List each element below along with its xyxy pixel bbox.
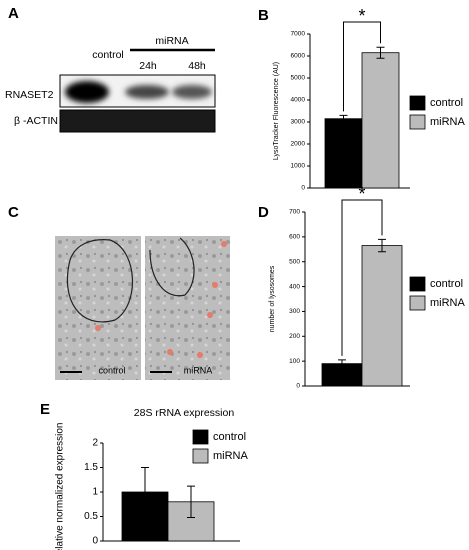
- bar: [361, 52, 400, 189]
- y-tick-label: 600: [289, 234, 300, 241]
- band: [172, 85, 212, 99]
- panel-label: E: [40, 401, 50, 418]
- legend-swatch: [192, 448, 209, 464]
- y-tick-label: 6000: [291, 53, 306, 60]
- legend-label: control: [213, 431, 246, 443]
- error-bar: [376, 46, 385, 59]
- blot-strip: [59, 109, 216, 133]
- error-bar: [339, 114, 348, 123]
- y-tick-label: 0: [296, 383, 300, 390]
- y-axis-label: number of lysosomes: [269, 265, 276, 332]
- y-tick-label: 300: [289, 308, 300, 315]
- y-tick-label: 0: [92, 536, 98, 547]
- panel-labels: A B C D E: [8, 5, 269, 418]
- band: [125, 85, 169, 99]
- panel-label: A: [8, 5, 19, 22]
- panel-label: C: [8, 204, 19, 221]
- y-tick-label: 3000: [291, 119, 306, 126]
- row-label: RNASET2: [5, 89, 54, 101]
- y-tick-label: 1: [92, 487, 98, 498]
- error-bar: [378, 238, 386, 253]
- y-axis-label: LysoTracker Fluorescence (AU): [273, 62, 280, 160]
- y-axis-label: Relative normalized expression: [55, 423, 66, 550]
- legend-label: miRNA: [213, 450, 248, 462]
- legend-label: control: [430, 278, 463, 290]
- micrographs: control miRNA: [55, 236, 230, 380]
- lane-label: 48h: [188, 60, 206, 72]
- y-tick-label: 200: [289, 333, 300, 340]
- y-tick-label: 400: [289, 283, 300, 290]
- y-tick-label: 4000: [291, 97, 306, 104]
- legend-label: miRNA: [430, 297, 465, 309]
- row-label: β -ACTIN: [14, 115, 58, 127]
- error-bar: [187, 485, 195, 518]
- panel-label: B: [258, 7, 269, 24]
- chart-title: 28S rRNA expression: [134, 407, 235, 419]
- error-bar: [141, 467, 149, 517]
- western-blot: control miRNA 24h 48h RNASET2 β -ACTIN: [5, 35, 216, 133]
- bar: [361, 245, 403, 387]
- legend-swatch: [409, 95, 426, 111]
- panel-label: D: [258, 204, 269, 221]
- significance-star: *: [358, 184, 365, 204]
- legend-label: control: [430, 97, 463, 109]
- micrograph: [145, 236, 230, 380]
- y-tick-label: 0.5: [84, 511, 98, 522]
- legend-swatch: [409, 276, 426, 292]
- y-tick-label: 500: [289, 258, 300, 265]
- y-tick-label: 1000: [291, 163, 306, 170]
- lane-label: control: [92, 49, 124, 61]
- significance-star: *: [358, 6, 365, 26]
- y-tick-label: 5000: [291, 75, 306, 82]
- y-tick-label: 0: [301, 185, 305, 192]
- significance-bracket: [343, 21, 381, 112]
- bar: [324, 118, 363, 189]
- error-bar: [338, 359, 346, 368]
- significance-bracket: [341, 199, 383, 356]
- micrograph-label: miRNA: [184, 365, 213, 375]
- y-tick-label: 1.5: [84, 462, 98, 473]
- band: [65, 81, 109, 103]
- lane-label: 24h: [139, 60, 157, 72]
- y-tick-label: 2: [92, 438, 98, 449]
- legend-label: miRNA: [430, 116, 465, 128]
- legend-swatch: [192, 429, 209, 445]
- y-tick-label: 700: [289, 209, 300, 216]
- y-tick-label: 7000: [291, 31, 306, 38]
- y-tick-label: 2000: [291, 141, 306, 148]
- legend-swatch: [409, 114, 426, 130]
- y-tick-label: 100: [289, 358, 300, 365]
- group-header: miRNA: [155, 35, 188, 47]
- micrograph-label: control: [98, 365, 125, 375]
- legend-swatch: [409, 295, 426, 311]
